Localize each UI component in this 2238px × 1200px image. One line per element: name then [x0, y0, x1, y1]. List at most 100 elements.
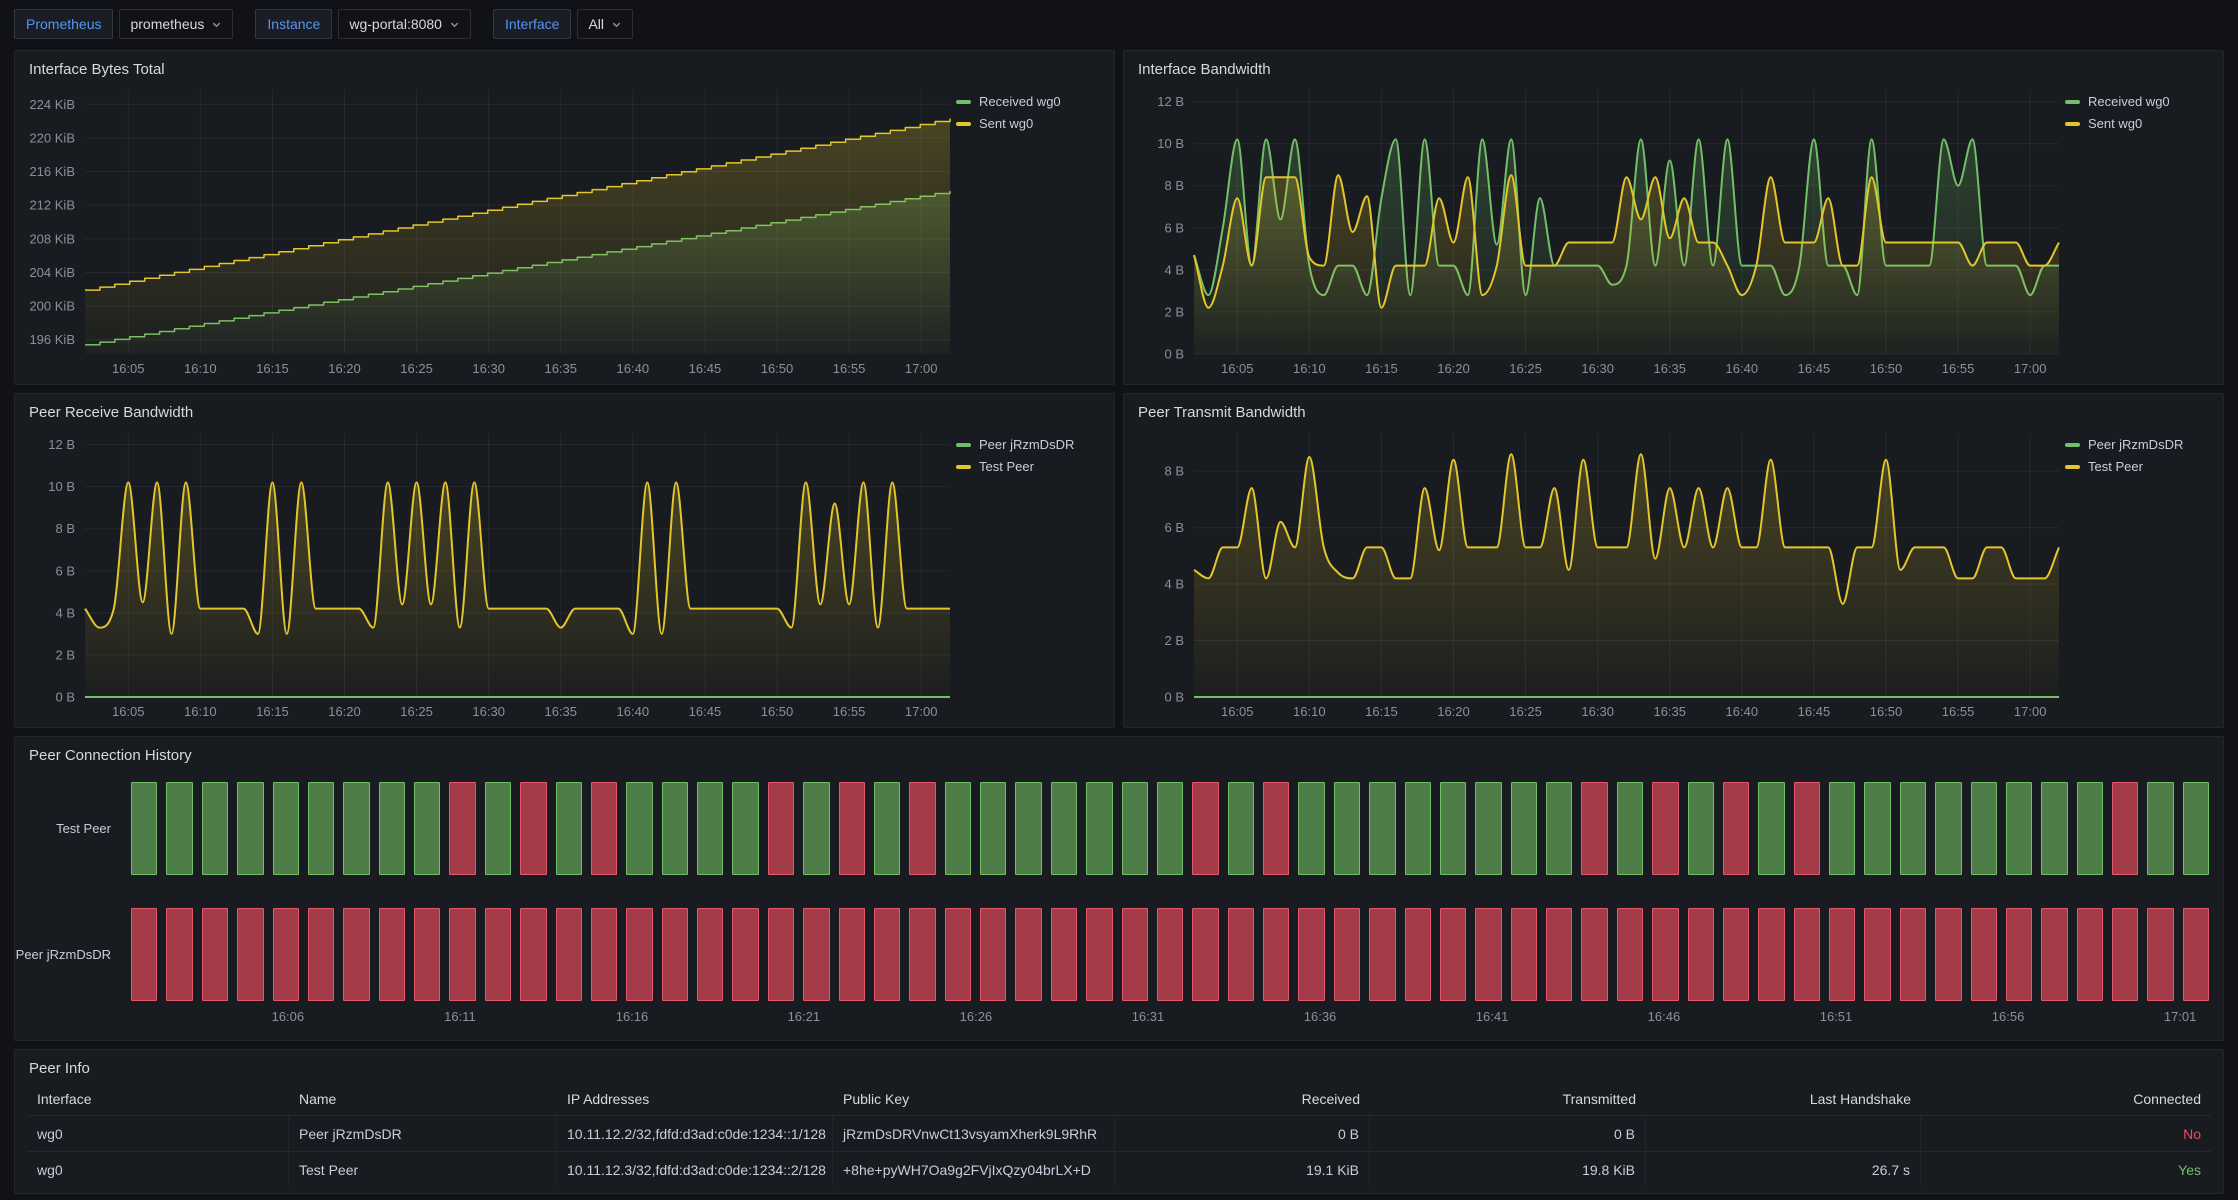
- timeline-state-disconnected[interactable]: [201, 908, 229, 1001]
- timeline-state-disconnected[interactable]: [838, 782, 865, 875]
- timeline-state-disconnected[interactable]: [1333, 908, 1361, 1001]
- timeline-state-connected[interactable]: [307, 782, 335, 875]
- timeline-state-disconnected[interactable]: [1156, 908, 1184, 1001]
- timeline-state-disconnected[interactable]: [1121, 908, 1148, 1001]
- timeline-state-connected[interactable]: [1899, 782, 1927, 875]
- variable-interface-dropdown[interactable]: All: [577, 9, 634, 39]
- timeline-state-connected[interactable]: [201, 782, 229, 875]
- timeline-state-connected[interactable]: [732, 782, 759, 875]
- timeline-state-disconnected[interactable]: [1581, 908, 1608, 1001]
- timeline-state-connected[interactable]: [1970, 782, 1997, 875]
- timeline-state-disconnected[interactable]: [1829, 908, 1856, 1001]
- timeline-state-disconnected[interactable]: [767, 782, 795, 875]
- timeline-state-connected[interactable]: [944, 782, 971, 875]
- peer-receive-bandwidth-chart[interactable]: 16:05 16:10 16:15 16:20 16:25 16:30 16:35 16:40…: [21, 423, 956, 723]
- timeline-state-disconnected[interactable]: [1192, 908, 1219, 1001]
- timeline-state-connected[interactable]: [1298, 782, 1325, 875]
- timeline-state-connected[interactable]: [1333, 782, 1361, 875]
- timeline-state-connected[interactable]: [1510, 782, 1537, 875]
- timeline-state-disconnected[interactable]: [1546, 908, 1573, 1001]
- timeline-state-disconnected[interactable]: [661, 908, 688, 1001]
- legend-item-sent-wg0[interactable]: Sent wg0: [956, 116, 1108, 131]
- timeline-state-connected[interactable]: [272, 782, 299, 875]
- timeline-state-disconnected[interactable]: [484, 908, 512, 1001]
- timeline-state-disconnected[interactable]: [590, 908, 618, 1001]
- column-header-received[interactable]: Received: [1301, 1091, 1360, 1107]
- timeline-state-disconnected[interactable]: [626, 908, 653, 1001]
- timeline-state-connected[interactable]: [2041, 782, 2068, 875]
- timeline-state-disconnected[interactable]: [1616, 908, 1644, 1001]
- timeline-state-disconnected[interactable]: [2112, 908, 2139, 1001]
- timeline-state-disconnected[interactable]: [1864, 908, 1891, 1001]
- timeline-state-disconnected[interactable]: [1263, 782, 1290, 875]
- timeline-state-connected[interactable]: [803, 782, 830, 875]
- timeline-state-disconnected[interactable]: [909, 908, 936, 1001]
- timeline-state-disconnected[interactable]: [131, 908, 158, 1001]
- timeline-state-connected[interactable]: [980, 782, 1007, 875]
- legend-item-received-wg0[interactable]: Received wg0: [956, 94, 1108, 109]
- timeline-state-connected[interactable]: [1935, 782, 1962, 875]
- timeline-state-disconnected[interactable]: [378, 908, 405, 1001]
- timeline-state-connected[interactable]: [1439, 782, 1467, 875]
- timeline-state-connected[interactable]: [1015, 782, 1042, 875]
- timeline-state-disconnected[interactable]: [1722, 782, 1750, 875]
- legend-item-test-peer[interactable]: Test Peer: [956, 459, 1108, 474]
- timeline-state-disconnected[interactable]: [909, 782, 936, 875]
- column-header-connected[interactable]: Connected: [2133, 1091, 2201, 1107]
- timeline-state-disconnected[interactable]: [1581, 782, 1608, 875]
- timeline-state-connected[interactable]: [1758, 782, 1785, 875]
- timeline-state-disconnected[interactable]: [237, 908, 264, 1001]
- column-header-last-handshake[interactable]: Last Handshake: [1809, 1091, 1911, 1107]
- timeline-state-disconnected[interactable]: [307, 908, 335, 1001]
- timeline-state-connected[interactable]: [1829, 782, 1856, 875]
- timeline-state-disconnected[interactable]: [520, 782, 547, 875]
- timeline-state-disconnected[interactable]: [2147, 908, 2174, 1001]
- timeline-state-disconnected[interactable]: [2076, 908, 2103, 1001]
- timeline-state-disconnected[interactable]: [1510, 908, 1537, 1001]
- timeline-state-connected[interactable]: [1616, 782, 1644, 875]
- timeline-state-connected[interactable]: [697, 782, 724, 875]
- timeline-state-connected[interactable]: [1050, 782, 1078, 875]
- timeline-state-connected[interactable]: [1687, 782, 1714, 875]
- timeline-state-disconnected[interactable]: [1935, 908, 1962, 1001]
- timeline-state-disconnected[interactable]: [767, 908, 795, 1001]
- timeline-state-disconnected[interactable]: [838, 908, 865, 1001]
- legend-item-peer-jrzmdsdr[interactable]: Peer jRzmDsDR: [956, 437, 1108, 452]
- timeline-state-disconnected[interactable]: [732, 908, 759, 1001]
- timeline-state-disconnected[interactable]: [1758, 908, 1785, 1001]
- timeline-state-connected[interactable]: [1864, 782, 1891, 875]
- timeline-state-disconnected[interactable]: [1086, 908, 1113, 1001]
- timeline-state-disconnected[interactable]: [449, 908, 476, 1001]
- timeline-state-disconnected[interactable]: [2005, 908, 2033, 1001]
- timeline-state-disconnected[interactable]: [873, 908, 901, 1001]
- timeline-state-disconnected[interactable]: [1263, 908, 1290, 1001]
- interface-bandwidth-chart[interactable]: 16:05 16:10 16:15 16:20 16:25 16:30 16:35 16:40…: [1130, 80, 2065, 380]
- timeline-state-connected[interactable]: [1546, 782, 1573, 875]
- timeline-state-disconnected[interactable]: [1652, 908, 1679, 1001]
- timeline-state-disconnected[interactable]: [1970, 908, 1997, 1001]
- timeline-state-disconnected[interactable]: [1793, 908, 1820, 1001]
- timeline-state-connected[interactable]: [873, 782, 901, 875]
- timeline-state-connected[interactable]: [661, 782, 688, 875]
- timeline-state-connected[interactable]: [484, 782, 512, 875]
- timeline-state-connected[interactable]: [131, 782, 158, 875]
- peer-transmit-bandwidth-chart[interactable]: 16:05 16:10 16:15 16:20 16:25 16:30 16:35 16:40…: [1130, 423, 2065, 723]
- timeline-state-connected[interactable]: [343, 782, 370, 875]
- timeline-state-disconnected[interactable]: [272, 908, 299, 1001]
- timeline-state-disconnected[interactable]: [697, 908, 724, 1001]
- timeline-state-disconnected[interactable]: [414, 908, 441, 1001]
- timeline-state-disconnected[interactable]: [590, 782, 618, 875]
- timeline-state-disconnected[interactable]: [520, 908, 547, 1001]
- column-header-ip-addresses[interactable]: IP Addresses: [567, 1091, 650, 1107]
- timeline-state-connected[interactable]: [1086, 782, 1113, 875]
- timeline-state-disconnected[interactable]: [1298, 908, 1325, 1001]
- timeline-state-connected[interactable]: [2147, 782, 2174, 875]
- timeline-state-connected[interactable]: [2076, 782, 2103, 875]
- column-header-transmitted[interactable]: Transmitted: [1562, 1091, 1636, 1107]
- interface-bytes-total-chart[interactable]: 16:05 16:10 16:15 16:20 16:25 16:30 16:35 16:40…: [21, 80, 956, 380]
- variable-prometheus-dropdown[interactable]: prometheus: [119, 9, 234, 39]
- timeline-state-disconnected[interactable]: [166, 908, 193, 1001]
- timeline-state-connected[interactable]: [1475, 782, 1502, 875]
- variable-instance-dropdown[interactable]: wg-portal:8080: [338, 9, 471, 39]
- timeline-state-disconnected[interactable]: [1404, 908, 1431, 1001]
